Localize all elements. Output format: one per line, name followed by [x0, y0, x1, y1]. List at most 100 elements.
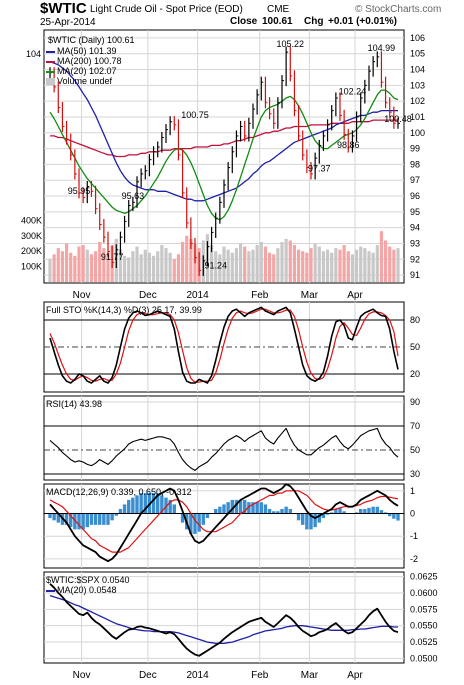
volume-bar: [77, 246, 81, 282]
price-annotation: 100.48: [384, 114, 412, 124]
price-panel-x-label: Nov: [73, 290, 91, 301]
volume-bar: [330, 252, 334, 282]
price-axis-tick-label: 91: [410, 270, 420, 280]
price-axis-tick-label: 102: [410, 96, 425, 106]
volume-bar: [309, 248, 313, 282]
sto-panel-frame: [43, 301, 405, 393]
price-panel-x-label: Dec: [139, 290, 157, 301]
ratio-axis-tick-label: 0.0625: [410, 572, 438, 582]
volume-bar: [238, 243, 243, 282]
macd-histogram-bar: [325, 513, 330, 515]
volume-bar: [89, 254, 94, 282]
ratio-panel-x-label: Mar: [301, 670, 319, 681]
macd-histogram-bar: [334, 508, 338, 514]
volume-bar: [396, 248, 400, 282]
macd-histogram-bar: [164, 497, 168, 514]
volume-bar: [135, 246, 139, 282]
macd-axis-tick-label: -1: [410, 531, 418, 541]
legend-macd: MACD(12,26,9) 0.339, 0.650, -0.312: [46, 487, 192, 497]
volume-bar: [301, 251, 305, 282]
volume-bar: [234, 248, 239, 282]
volume-bar: [172, 258, 176, 282]
price-axis-tick-label: 100: [410, 128, 425, 138]
legend-rsi: RSI(14) 43.98: [46, 399, 103, 409]
volume-bar: [209, 245, 214, 282]
volume-bar: [346, 251, 350, 282]
price-axis-tick-label: 106: [410, 33, 425, 43]
chg-value: +0.01 (+0.01%): [328, 16, 397, 27]
price-panel-x-label: Mar: [301, 290, 319, 301]
sto-k-line: [49, 306, 399, 384]
price-annotation: 95.63: [122, 191, 145, 201]
macd-histogram-bar: [135, 495, 139, 514]
ratio-panel-x-label: Nov: [73, 670, 91, 681]
macd-histogram-bar: [321, 513, 326, 519]
volume-bar: [122, 255, 127, 282]
volume-tick-label: 300K: [21, 231, 42, 241]
legend-ma20: MA(20) 102.07: [46, 66, 117, 76]
price-axis-tick-label: 97: [410, 175, 420, 185]
volume-bar: [305, 252, 309, 282]
volume-bar: [292, 245, 297, 282]
volume-bar: [375, 245, 379, 282]
price-axis-tick-label: 93: [410, 238, 420, 248]
ratio-panel-x-label: 2014: [186, 670, 209, 681]
chg-label: Chg: [304, 16, 324, 27]
volume-bar: [313, 243, 317, 282]
volume-bar: [263, 246, 268, 282]
macd-histogram-bar: [218, 506, 222, 514]
legend-swatch-ma200: [46, 60, 55, 63]
volume-bar: [280, 241, 284, 282]
macd-histogram-bar: [363, 508, 367, 514]
volume-bar: [218, 254, 222, 282]
macd-histogram-bar: [234, 499, 239, 514]
legend-ratio-ma-text: MA(20) 0.0548: [57, 585, 117, 595]
macd-histogram-bar: [93, 513, 98, 525]
volume-bar: [288, 240, 292, 282]
macd-histogram-bar: [338, 507, 342, 514]
legend-ratio-text: $WTIC:$SPX 0.0540: [46, 575, 130, 585]
volume-bar: [350, 254, 355, 282]
volume-bar: [147, 252, 152, 282]
macd-histogram-bar: [284, 506, 288, 514]
volume-bar: [48, 258, 52, 282]
macd-axis-tick-label: 0: [410, 509, 415, 519]
volume-bar: [127, 257, 131, 282]
legend-ratio-ma: MA(20) 0.0548: [46, 585, 117, 595]
macd-histogram-bar: [267, 508, 272, 514]
macd-axis-tick-label: 1: [410, 486, 415, 496]
macd-panel-frame: [43, 483, 405, 569]
macd-histogram-bar: [383, 512, 388, 514]
volume-bar: [73, 255, 77, 282]
legend-swatch-ma20: [46, 70, 55, 73]
legend-swatch-ma50: [46, 50, 55, 53]
rsi-axis-tick-label: 70: [410, 421, 420, 431]
price-axis-tick-label: 101: [410, 112, 425, 122]
price-annotation: 102.24: [339, 86, 367, 96]
ma20-line: [49, 89, 399, 221]
macd-histogram-bar: [102, 513, 106, 525]
close-label: Close: [230, 16, 258, 27]
macd-histogram-bar: [251, 502, 255, 514]
volume-bar: [379, 231, 384, 282]
price-annotation: 91.24: [204, 260, 227, 270]
volume-tick-label: 400K: [21, 215, 42, 225]
volume-bar: [363, 248, 367, 282]
macd-histogram-bar: [127, 499, 131, 514]
macd-histogram-bar: [263, 504, 268, 514]
volume-bar: [284, 238, 288, 282]
volume-bar: [325, 249, 330, 282]
volume-bar: [164, 248, 168, 282]
volume-bar: [93, 251, 98, 282]
price-panel-x-label: Feb: [251, 290, 269, 301]
rsi-axis-tick-label: 90: [410, 397, 420, 407]
macd-histogram-bar: [272, 511, 276, 514]
legend-volume: Volume undef: [46, 76, 112, 86]
volume-bar: [85, 249, 89, 282]
macd-histogram-bar: [81, 513, 85, 530]
macd-histogram-bar: [168, 499, 172, 514]
ratio-panel-x-label: Apr: [347, 670, 363, 681]
volume-bar: [338, 249, 342, 282]
macd-histogram-bar: [193, 513, 197, 534]
volume-bar: [251, 249, 255, 282]
